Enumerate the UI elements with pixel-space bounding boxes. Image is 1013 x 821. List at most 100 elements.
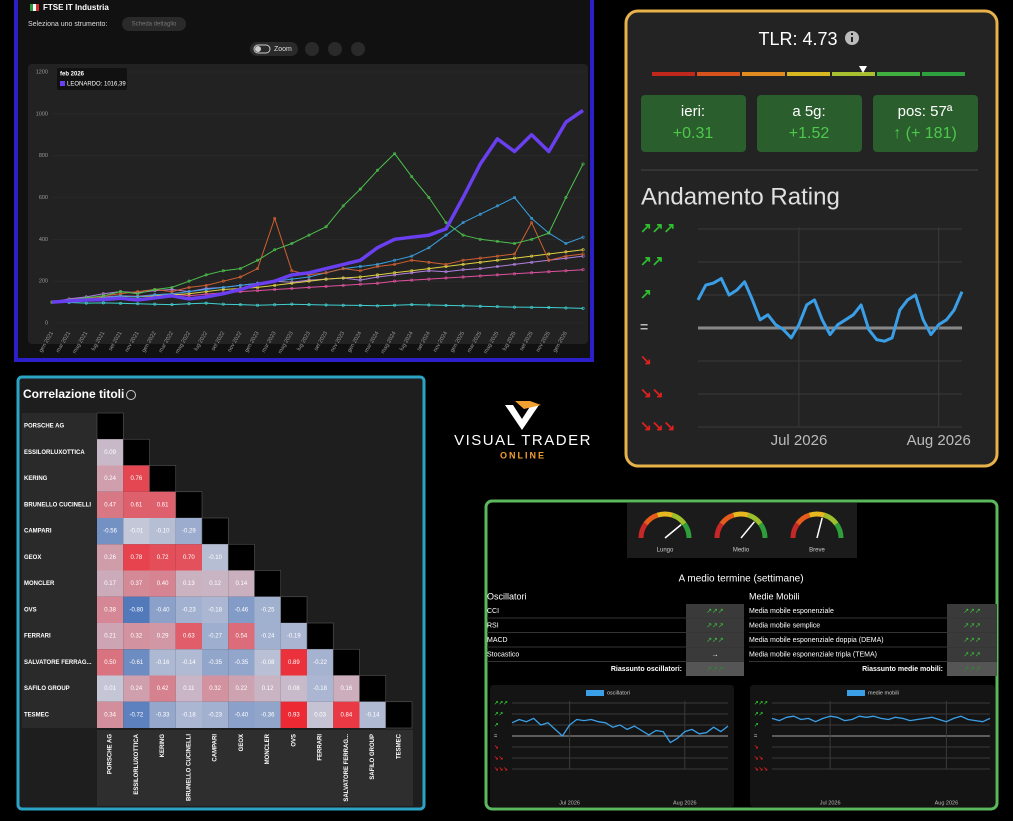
cell-label: 0.09 (104, 450, 116, 456)
point (581, 268, 585, 272)
point (564, 250, 568, 254)
plot-area (28, 64, 588, 344)
point (478, 212, 482, 216)
signal-cell (947, 633, 997, 647)
info-icon[interactable] (126, 390, 136, 400)
cell-label: 0.78 (131, 555, 143, 561)
point (119, 292, 123, 296)
detail-button[interactable] (122, 17, 186, 31)
heat-cell (123, 649, 150, 676)
cell-label: 0.54 (236, 634, 248, 640)
heat-cell (280, 701, 307, 728)
rating-panel (624, 9, 999, 468)
point (290, 281, 294, 285)
cell-label: -0.72 (130, 712, 144, 718)
point (119, 301, 123, 305)
signal-cell (686, 604, 744, 618)
heat-cell (307, 649, 334, 676)
point (427, 260, 431, 264)
heat-cell (175, 544, 202, 571)
diagonal-cell (359, 675, 387, 703)
heat-cell (202, 623, 229, 650)
rating-title: Andamento Rating (641, 183, 840, 210)
reset-button[interactable] (351, 42, 365, 56)
point (547, 252, 551, 256)
point (410, 271, 414, 275)
point (393, 303, 397, 307)
cell-label: -0.08 (261, 660, 275, 666)
cell-label: 0.34 (104, 712, 116, 718)
indicator-name: Media mobile esponenziale tripla (TEMA) (749, 651, 877, 658)
heat-cell (254, 623, 281, 650)
point (564, 196, 568, 200)
rating-bar-segment (832, 72, 875, 76)
point (393, 258, 397, 262)
signal-cell (947, 618, 997, 633)
heat-cell (149, 701, 176, 728)
point (273, 248, 277, 252)
column-label: OVS (291, 734, 297, 747)
heat-cell (149, 518, 176, 545)
cell-label: 0.47 (104, 502, 116, 508)
flag (33, 4, 36, 11)
stat-box (757, 95, 862, 152)
point (187, 292, 191, 296)
heat-cell (97, 623, 124, 650)
cell-label: 0.17 (104, 581, 116, 587)
signal: → (712, 651, 719, 658)
point (478, 256, 482, 260)
point (547, 306, 551, 310)
heat-cell (97, 544, 124, 571)
stat-value: +0.31 (673, 125, 714, 142)
gauge-arc (808, 511, 826, 518)
point (444, 262, 448, 266)
x-tick-label: Jul 2026 (771, 432, 828, 449)
point (495, 204, 499, 208)
stat-label: ieri: (681, 103, 705, 120)
rating-bar-segment (652, 72, 695, 76)
point (478, 267, 482, 271)
rating-bar-segment (787, 72, 830, 76)
summary-signal: ↗↗↗ (963, 666, 981, 673)
diagonal-cell (175, 491, 203, 519)
info-icon-glyph (851, 37, 853, 42)
y-tick-label: ↗↗ (640, 253, 663, 269)
column-label-row (97, 730, 413, 806)
point (495, 265, 499, 269)
gauge-arc (719, 512, 735, 526)
toggle-switch[interactable] (253, 44, 271, 54)
zoom-label[interactable]: Zoom (274, 46, 292, 53)
point (358, 187, 362, 191)
point (564, 256, 568, 260)
heat-cell (97, 675, 124, 702)
point (136, 302, 140, 306)
detail-button-label[interactable]: Scheda dettaglio (132, 22, 177, 28)
zoom-in-button[interactable] (305, 42, 319, 56)
point (238, 303, 242, 307)
point (478, 237, 482, 241)
point (495, 254, 499, 258)
cell-label: -0.14 (366, 712, 380, 718)
point (393, 279, 397, 283)
tlr-value: TLR: 4.73 (758, 29, 837, 49)
heat-cell (333, 701, 360, 728)
point (307, 233, 311, 237)
cell-label: -0.80 (130, 607, 144, 613)
cell-label: 0.26 (104, 555, 116, 561)
y-tick-label: ↘ (754, 744, 759, 750)
point (581, 248, 585, 252)
stat-box (641, 95, 746, 152)
point (393, 262, 397, 266)
gauge-needle (816, 517, 823, 539)
cell-label: -0.23 (182, 607, 196, 613)
indicators-heading: A medio termine (settimane) (678, 574, 803, 585)
heat-cell (97, 570, 124, 597)
tooltip-date: feb 2026 (60, 72, 85, 78)
point (256, 303, 260, 307)
point (564, 242, 568, 246)
heat-cell (123, 675, 150, 702)
zoom-out-button[interactable] (328, 42, 342, 56)
point (513, 252, 517, 256)
signal-cell (686, 618, 744, 633)
point (187, 302, 191, 306)
